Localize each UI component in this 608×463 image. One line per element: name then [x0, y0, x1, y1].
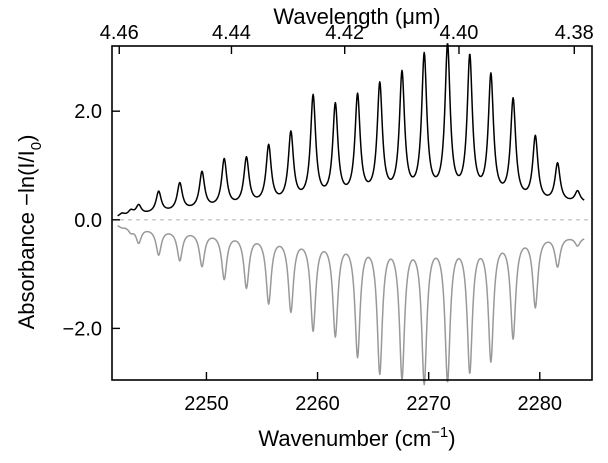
- y-tick-label-1: 0.0: [74, 210, 102, 232]
- ticks-layer: 2250 2260 2270 2280 2.0 0.0 −2.0 4.46 4.44 4.42 4.…: [63, 22, 594, 415]
- y-axis-label-close: ): [14, 135, 39, 142]
- y-tick-label-2: −2.0: [63, 318, 102, 340]
- top-tick-label-1: 4.44: [212, 22, 251, 44]
- x-tick-label-1: 2260: [295, 393, 340, 415]
- top-tick-label-0: 4.46: [100, 22, 139, 44]
- y-axis-label: Absorbance −ln(I/I0): [14, 135, 45, 330]
- x-tick-label-0: 2250: [184, 393, 229, 415]
- x-tick-label-2: 2270: [406, 393, 451, 415]
- series-layer: [117, 43, 585, 386]
- x-axis-label: Wavenumber (cm−1): [258, 424, 455, 451]
- top-axis-label: Wavelength (μm): [273, 4, 440, 29]
- y-axis-label-subscript: 0: [28, 142, 45, 150]
- series-line-0: [117, 43, 585, 217]
- x-axis-label-close: ): [448, 426, 455, 451]
- y-tick-label-0: 2.0: [74, 101, 102, 123]
- series-line-1: [117, 225, 585, 386]
- x-axis-unit-superscript: −1: [431, 424, 448, 441]
- plot-frame: [111, 45, 593, 381]
- y-axis-label-text: Absorbance −ln(I/I: [14, 150, 39, 329]
- x-axis-label-space: (: [388, 426, 402, 451]
- top-tick-label-2: 4.42: [325, 22, 364, 44]
- x-tick-label-3: 2280: [518, 393, 563, 415]
- top-tick-label-3: 4.40: [440, 22, 479, 44]
- x-axis-label-text: Wavenumber: [258, 426, 388, 451]
- top-tick-label-4: 4.38: [555, 22, 594, 44]
- x-axis-unit: cm: [402, 426, 431, 451]
